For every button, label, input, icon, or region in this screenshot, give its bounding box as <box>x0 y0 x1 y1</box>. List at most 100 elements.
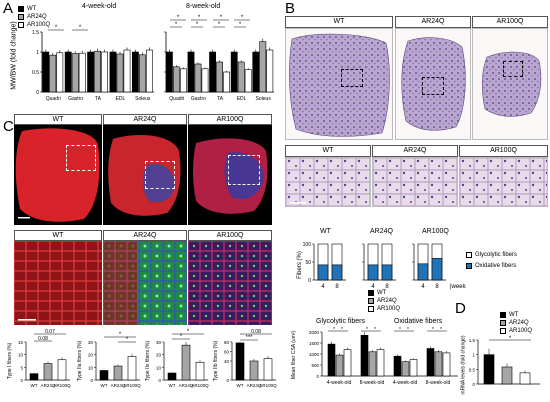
sig-label: * <box>187 329 190 335</box>
bar <box>483 354 495 385</box>
bar <box>263 358 273 381</box>
x-tick-label: Soleus <box>135 96 151 102</box>
x-tick-label: WT <box>237 383 244 388</box>
x-tick-label: AR100Q <box>53 383 71 388</box>
if-zoom-ar24q-texture <box>103 241 187 325</box>
bar <box>501 366 513 385</box>
sig-label: 0.08 <box>251 329 261 335</box>
d-ylabel: mRNA levels (fold change) <box>460 335 467 395</box>
sig-star: * <box>509 336 512 342</box>
bar <box>343 349 352 377</box>
csa-legend-wt: WT <box>368 290 386 296</box>
he-zoom-ar24q <box>372 157 458 207</box>
x-tick-label: AR24Q <box>179 383 194 388</box>
legend-swatch-ar100q <box>18 22 24 28</box>
x-tick-label: 4 <box>421 284 425 290</box>
bar <box>78 52 86 93</box>
sig-label: *** <box>245 335 253 341</box>
x-tick-label: WT <box>31 383 38 388</box>
y-tick-label: 20 <box>88 353 94 358</box>
d-legend-wt: WT <box>500 312 518 318</box>
x-tick-label: AR100Q <box>259 383 277 388</box>
legend-label: WT <box>27 6 37 12</box>
he-section-ar24q-shape <box>401 37 466 131</box>
legend-label: WT <box>509 312 519 318</box>
x-tick-label: Soleus <box>256 96 272 102</box>
x-tick-label: WT <box>101 383 108 388</box>
y-tick-label: 50 <box>305 260 311 266</box>
fibers-group-ar100q: AR100Q <box>422 228 449 235</box>
panelB-header-wt: WT <box>285 16 393 28</box>
x-tick-label: Gastro <box>68 96 83 102</box>
panelA-subtitle-8wk: 8-week-old <box>186 3 221 10</box>
legend-label: Glycolytic fibers <box>475 252 518 258</box>
bar <box>167 372 177 381</box>
y-tick-label: 5 <box>20 365 23 370</box>
x-tick-label: Gastro <box>191 96 206 102</box>
bar <box>99 370 109 381</box>
y-tick-label: 0 <box>472 382 475 387</box>
if-zoom-box-ar100q <box>228 155 260 185</box>
bar <box>335 354 344 377</box>
x-tick-label: AR24Q <box>111 383 126 388</box>
he-section-ar100q <box>472 28 548 140</box>
he-zoom-wt <box>285 157 371 207</box>
y-tick-label: 0 <box>316 374 319 379</box>
sig-star: * <box>374 327 376 333</box>
sig-star: * <box>366 327 368 333</box>
panelA-subtitle-4wk: 4-week-old <box>82 3 117 10</box>
bar <box>244 69 252 93</box>
y-axis-label: Type IIa fibers (%) <box>77 340 83 381</box>
bar <box>368 351 377 377</box>
sig-star: * <box>333 327 335 333</box>
sig-star: * <box>218 22 221 28</box>
y-tick-label: 10 <box>156 365 162 370</box>
x-tick-label: 4-week-old <box>393 380 418 386</box>
if-zoom-ar100q <box>188 241 272 325</box>
sig-star: * <box>432 327 434 333</box>
bar <box>179 68 187 93</box>
panelC-header-wt: WT <box>14 114 102 125</box>
fibers-legend-oxid: Oxidative fibers <box>466 263 516 269</box>
bar <box>49 54 57 93</box>
x-tick-label: 8 <box>335 284 339 290</box>
y-tick-label: 1500 <box>309 341 320 346</box>
y-tick-label: 0 <box>20 378 23 383</box>
csa-legend-ar24q: AR24Q <box>368 298 397 304</box>
sig-star: * <box>198 15 201 21</box>
panelC-zoom-header-wt: WT <box>14 230 102 241</box>
y-tick-label: 500 <box>311 363 319 368</box>
panelB-zoom-header-ar24q: AR24Q <box>372 145 458 157</box>
bar <box>393 355 402 377</box>
y-tick-label: 15 <box>18 340 24 345</box>
sig-label: * <box>126 337 129 343</box>
y-tick-label: 1 <box>36 50 39 56</box>
bar <box>201 68 209 93</box>
sig-star: * <box>79 25 82 31</box>
x-tick-label: 8-week-old <box>426 380 451 386</box>
x-tick-label: 4 <box>371 284 375 290</box>
bar-oxid <box>417 263 429 281</box>
he-zoom-ar100q <box>459 157 548 207</box>
legend-label: AR100Q <box>509 328 533 334</box>
x-tick-label: TA <box>95 96 102 102</box>
bar <box>426 348 435 377</box>
legend-label: AR100Q <box>27 22 51 28</box>
if-zoom-wt <box>14 241 102 325</box>
x-tick-label: Quadri <box>46 96 61 102</box>
bar <box>409 359 418 377</box>
if-section-ar24q <box>103 125 187 225</box>
bar <box>235 342 245 381</box>
if-zoom-box-ar24q <box>145 161 175 189</box>
bar-oxid <box>317 264 329 281</box>
y-tick-label: 100 <box>303 242 312 248</box>
y-tick-label: 20 <box>156 353 162 358</box>
y-axis-label: Type IIb fibers (%) <box>213 340 219 381</box>
panel-letter-a: A <box>3 0 14 17</box>
y-tick-label: 2000 <box>309 330 320 335</box>
he-section-ar24q <box>395 28 471 140</box>
legend-label: WT <box>377 290 387 296</box>
sig-star: * <box>196 22 199 28</box>
